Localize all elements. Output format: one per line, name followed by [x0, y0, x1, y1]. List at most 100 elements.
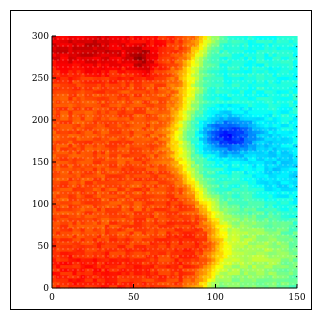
- heatmap-cell: [219, 257, 225, 262]
- heatmap-cell: [264, 190, 270, 195]
- heatmap-cell: [96, 52, 102, 57]
- heatmap-cell: [239, 264, 245, 269]
- heatmap-cell: [280, 177, 286, 182]
- heatmap-cell: [117, 271, 123, 276]
- heatmap-cell: [219, 136, 225, 141]
- heatmap-cell: [174, 140, 180, 145]
- heatmap-cell: [178, 264, 184, 269]
- heatmap-cell: [72, 220, 78, 225]
- heatmap-cell: [162, 271, 167, 276]
- heatmap-cell: [141, 116, 147, 121]
- heatmap-cell: [284, 244, 290, 249]
- heatmap-cell: [137, 197, 143, 202]
- heatmap-cell: [268, 264, 274, 269]
- heatmap-cell: [252, 224, 257, 229]
- heatmap-cell: [125, 177, 131, 182]
- right-axis-dot: [296, 126, 298, 128]
- heatmap-cell: [280, 42, 286, 47]
- heatmap-cell: [52, 62, 57, 67]
- heatmap-cell: [158, 146, 163, 151]
- heatmap-cell: [194, 156, 200, 161]
- heatmap-cell: [84, 177, 90, 182]
- heatmap-cell: [133, 281, 139, 286]
- heatmap-cell: [252, 204, 257, 208]
- heatmap-cell: [105, 251, 110, 255]
- heatmap-cell: [264, 254, 270, 259]
- heatmap-cell: [219, 79, 225, 84]
- heatmap-cell: [260, 103, 265, 108]
- heatmap-cell: [260, 130, 265, 135]
- heatmap-cell: [215, 204, 221, 208]
- heatmap-cell: [284, 274, 290, 279]
- heatmap-cell: [170, 89, 176, 94]
- heatmap-cell: [207, 120, 212, 124]
- heatmap-cell: [215, 193, 221, 198]
- heatmap-cell: [190, 93, 196, 98]
- heatmap-cell: [145, 220, 151, 225]
- heatmap-cell: [248, 79, 253, 84]
- heatmap-cell: [272, 123, 278, 128]
- heatmap-cell: [56, 240, 61, 245]
- heatmap-cell: [219, 254, 225, 259]
- heatmap-cell: [292, 83, 298, 87]
- heatmap-cell: [252, 76, 257, 81]
- right-axis-dot: [296, 216, 298, 218]
- heatmap-cell: [174, 160, 180, 165]
- heatmap-cell: [52, 247, 57, 252]
- heatmap-cell: [72, 79, 78, 84]
- heatmap-cell: [72, 69, 78, 74]
- heatmap-cell: [141, 56, 147, 61]
- heatmap-cell: [284, 140, 290, 145]
- right-axis-dot: [296, 246, 298, 248]
- heatmap-cell: [109, 224, 114, 229]
- heatmap-cell: [88, 200, 94, 205]
- heatmap-cell: [72, 217, 78, 222]
- heatmap-cell: [150, 204, 155, 208]
- heatmap-cell: [260, 274, 265, 279]
- heatmap-cell: [276, 244, 282, 249]
- heatmap-cell: [105, 106, 110, 111]
- heatmap-cell: [162, 83, 167, 87]
- heatmap-cell: [199, 106, 204, 111]
- heatmap-cell: [231, 234, 237, 239]
- heatmap-cell: [276, 93, 282, 98]
- heatmap-cell: [219, 281, 225, 286]
- heatmap-cell: [109, 69, 114, 74]
- heatmap-cell: [64, 123, 69, 128]
- heatmap-cell: [145, 153, 151, 158]
- heatmap-cell: [211, 217, 216, 222]
- heatmap-cell: [125, 86, 131, 91]
- heatmap-cell: [137, 126, 143, 131]
- heatmap-cell: [223, 42, 229, 47]
- heatmap-cell: [207, 173, 212, 178]
- right-axis-dot: [296, 136, 298, 138]
- heatmap-cell: [96, 150, 102, 155]
- heatmap-cell: [121, 264, 127, 269]
- heatmap-cell: [284, 72, 290, 77]
- heatmap-cell: [280, 160, 286, 165]
- heatmap-cell: [96, 140, 102, 145]
- heatmap-cell: [174, 146, 180, 151]
- heatmap-cell: [194, 257, 200, 262]
- heatmap-cell: [52, 173, 57, 178]
- heatmap-cell: [203, 220, 208, 225]
- heatmap-cell: [211, 160, 216, 165]
- heatmap-cell: [207, 146, 212, 151]
- heatmap-cell: [292, 271, 298, 276]
- heatmap-cell: [145, 66, 151, 71]
- heatmap-cell: [264, 183, 270, 188]
- heatmap-cell: [88, 146, 94, 151]
- heatmap-cell: [186, 66, 192, 71]
- heatmap-cell: [166, 56, 172, 61]
- heatmap-cell: [178, 230, 184, 235]
- heatmap-cell: [145, 217, 151, 222]
- heatmap-cell: [113, 49, 118, 54]
- heatmap-cell: [268, 56, 274, 61]
- heatmap-cell: [117, 156, 123, 161]
- heatmap-cell: [113, 133, 118, 138]
- heatmap-cell: [96, 106, 102, 111]
- heatmap-cell: [231, 220, 237, 225]
- heatmap-cell: [121, 267, 127, 272]
- heatmap-cell: [178, 281, 184, 286]
- heatmap-cell: [117, 130, 123, 135]
